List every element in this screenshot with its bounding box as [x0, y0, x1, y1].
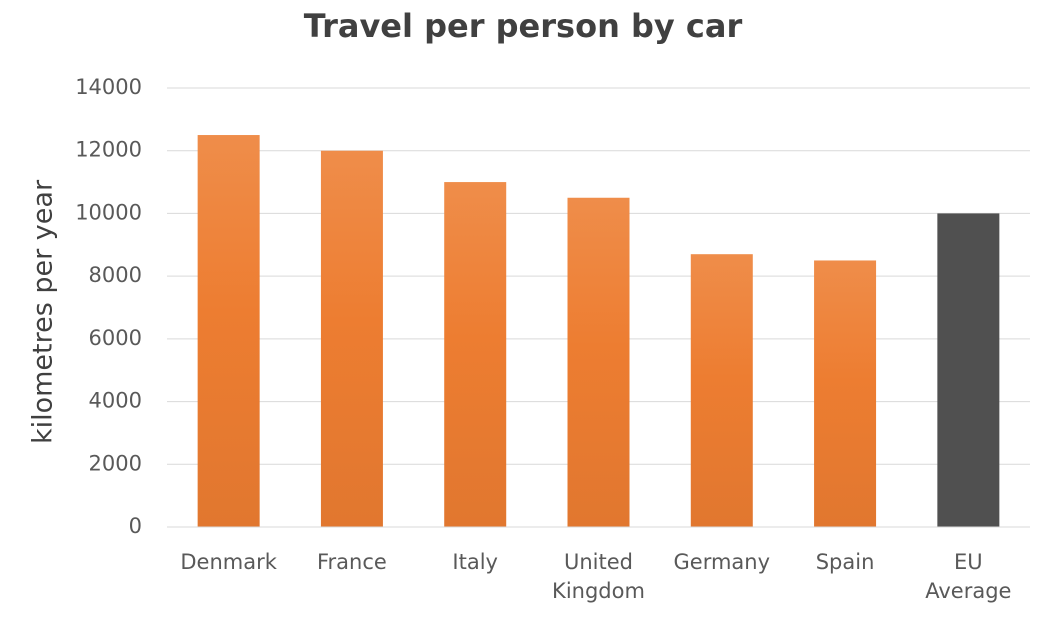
y-tick-label: 4000 — [89, 389, 142, 413]
y-axis-label: kilometres per year — [28, 179, 59, 444]
x-tick-label: France — [317, 550, 387, 574]
y-tick-label: 10000 — [75, 200, 142, 224]
bar — [320, 150, 383, 527]
bar — [937, 213, 1000, 527]
y-tick-label: 6000 — [89, 326, 142, 350]
y-tick-label: 0 — [129, 514, 142, 538]
x-tick-label: Germany — [673, 550, 771, 574]
y-tick-label: 12000 — [75, 138, 142, 162]
bar — [567, 197, 630, 527]
chart-title: Travel per person by car — [304, 7, 743, 45]
x-tick-label: Spain — [815, 550, 875, 574]
bar — [197, 135, 260, 528]
y-tick-label: 8000 — [89, 263, 142, 287]
bar — [444, 182, 507, 528]
x-tick-label: Italy — [452, 550, 498, 574]
y-tick-label: 14000 — [75, 75, 142, 99]
y-tick-label: 2000 — [89, 451, 142, 475]
x-tick-label: United Kingdom — [552, 550, 645, 603]
bar — [690, 254, 753, 527]
x-tick-label: Denmark — [180, 550, 277, 574]
bar — [814, 260, 877, 527]
x-tick-label: EU Average — [925, 550, 1012, 603]
